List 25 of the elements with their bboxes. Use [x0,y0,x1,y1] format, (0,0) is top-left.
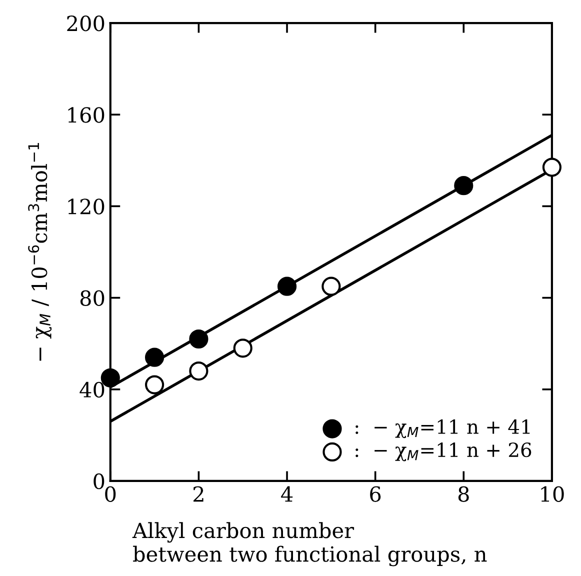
point [233,338,252,358]
point [322,276,341,296]
x-tick-label: 10 [541,486,564,502]
point [542,158,562,177]
x-tick-label: 2 [193,486,204,502]
point [277,276,297,296]
legend-label: : − χ$_{M}$=11 n + 41 [356,419,530,438]
y-tick-label: 160 [68,107,104,123]
legend-label: : − χ$_{M}$=11 n + 26 [356,442,532,462]
point [454,176,474,196]
point [144,375,164,394]
y-tick-label: 200 [67,15,104,32]
y-axis-title: − χ$_{M}$ / 10$^{−6}$cm$^{3}$mol$^{−1}$ [28,143,52,361]
point [189,362,208,381]
x-tick-label: 8 [458,486,469,502]
point [144,348,164,367]
x-axis-title: Alkyl carbon number between two functional groups, n [132,522,487,566]
x-tick-label: 4 [281,486,293,502]
y-tick-label: 120 [68,198,104,214]
point [189,329,208,349]
y-tick-label: 0 [94,473,104,490]
y-tick-label: 40 [80,382,104,398]
y-tick-label: 80 [80,290,104,306]
x-tick-label: 0 [105,486,116,502]
x-tick-label: 6 [370,486,381,502]
